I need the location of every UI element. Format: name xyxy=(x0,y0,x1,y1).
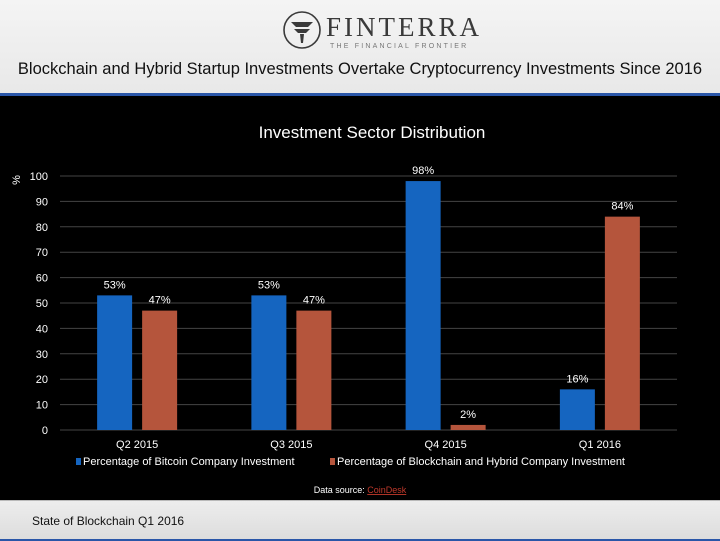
legend-label: Percentage of Bitcoin Company Investment xyxy=(83,456,295,468)
data-source-link[interactable]: CoinDesk xyxy=(367,485,407,495)
y-tick-label: 90 xyxy=(36,196,48,208)
bar xyxy=(559,389,595,430)
bar-data-label: 53% xyxy=(104,279,126,291)
bar xyxy=(604,216,640,430)
brand-name: FINTERRA xyxy=(326,12,483,42)
bar-data-label: 98% xyxy=(412,165,434,177)
investment-chart: Investment Sector Distribution% 0 10 20 30 40… xyxy=(11,123,677,495)
bar xyxy=(296,310,332,430)
y-tick-label: 30 xyxy=(36,349,48,361)
bar xyxy=(450,424,486,430)
brand-tagline: THE FINANCIAL FRONTIER xyxy=(330,43,469,50)
x-tick-label: Q4 2015 xyxy=(425,439,467,451)
bar-data-label: 2% xyxy=(460,409,476,421)
chart-panel: Investment Sector Distribution% 0 10 20 30 40… xyxy=(0,96,720,500)
y-tick-label: 70 xyxy=(36,247,48,259)
x-tick-label: Q1 2016 xyxy=(579,439,621,451)
legend-swatch xyxy=(330,458,335,465)
data-source-prefix: Data source: xyxy=(314,485,368,495)
y-tick-label: 20 xyxy=(36,374,48,386)
y-tick-label: 50 xyxy=(36,298,48,310)
y-tick-label: 0 xyxy=(42,425,48,437)
bar-data-label: 53% xyxy=(258,279,280,291)
y-tick-label: 80 xyxy=(36,222,48,234)
legend-label: Percentage of Blockchain and Hybrid Comp… xyxy=(337,456,625,468)
legend-swatch xyxy=(76,458,81,465)
finterra-emblem-icon xyxy=(283,11,321,49)
bar-data-label: 47% xyxy=(303,295,325,307)
header-divider xyxy=(0,93,720,96)
slide-title: Blockchain and Hybrid Startup Investment… xyxy=(17,60,703,78)
y-tick-label: 10 xyxy=(36,400,48,412)
y-tick-label: 40 xyxy=(36,323,48,335)
y-tick-label: 100 xyxy=(30,171,48,183)
bar-data-label: 47% xyxy=(149,295,171,307)
x-tick-label: Q2 2015 xyxy=(116,439,158,451)
data-source: Data source: CoinDesk xyxy=(314,485,407,495)
slide-footer: State of Blockchain Q1 2016 xyxy=(0,500,720,541)
bar xyxy=(142,310,178,430)
y-axis-label: % xyxy=(11,175,23,185)
slide-header: FINTERRA THE FINANCIAL FRONTIER Blockcha… xyxy=(0,0,720,95)
footer-text: State of Blockchain Q1 2016 xyxy=(32,514,185,528)
finterra-logo: FINTERRA THE FINANCIAL FRONTIER xyxy=(282,10,482,54)
y-tick-label: 60 xyxy=(36,273,48,285)
bar-data-label: 16% xyxy=(566,373,588,385)
chart-title: Investment Sector Distribution xyxy=(259,123,486,142)
x-tick-label: Q3 2015 xyxy=(270,439,312,451)
bar xyxy=(251,295,287,430)
bar-data-label: 84% xyxy=(611,201,633,213)
bar xyxy=(97,295,133,430)
bar xyxy=(405,181,441,430)
